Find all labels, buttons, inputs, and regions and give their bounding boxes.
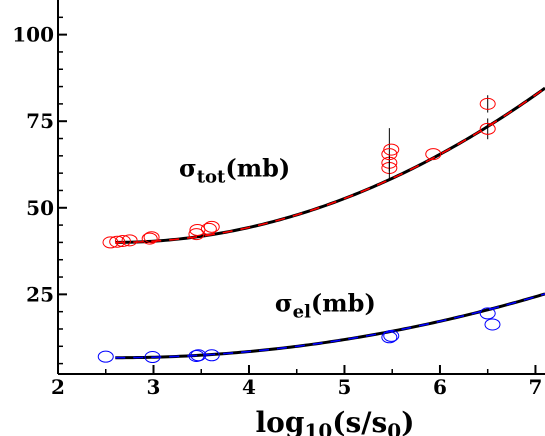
y-tick-label: 75 [26, 109, 54, 133]
data-point [479, 307, 496, 320]
data-point [188, 228, 205, 241]
data-point [381, 331, 398, 344]
y-tick-label: 50 [26, 196, 54, 220]
data-point [190, 349, 207, 362]
x-tick-label: 6 [433, 375, 447, 399]
data-point [383, 143, 400, 156]
sigma-el-label: σel(mb) [275, 289, 376, 323]
x-axis-title: log10(s/s0) [256, 406, 415, 436]
x-tick-label: 3 [147, 375, 161, 399]
data-point [144, 351, 161, 364]
data-point [121, 234, 138, 247]
data-point [97, 350, 114, 363]
data-points [97, 95, 501, 364]
sigma-tot-label: σtot(mb) [179, 154, 290, 188]
x-tick-label: 2 [51, 375, 65, 399]
x-tick-label: 7 [528, 375, 542, 399]
data-point [203, 349, 220, 362]
data-point [109, 235, 126, 248]
fit-curve-dashed [115, 293, 545, 359]
data-point [203, 220, 220, 233]
y-tick-label: 100 [12, 23, 54, 47]
data-point [479, 97, 496, 110]
data-point [143, 231, 160, 244]
data-point [484, 318, 501, 331]
data-point [425, 148, 442, 161]
fit-curve-dashed [115, 87, 545, 244]
data-point [114, 235, 131, 248]
data-point [102, 236, 119, 249]
annotations: σtot(mb) σel(mb) [179, 154, 376, 323]
data-point [381, 148, 398, 161]
x-tick-label: 5 [338, 375, 352, 399]
y-axis: 25 50 75 100 [12, 16, 67, 365]
data-point [479, 122, 496, 135]
x-tick-label: 4 [242, 375, 256, 399]
y-tick-label: 25 [26, 282, 54, 306]
x-axis: 2 3 4 5 6 7 [51, 365, 542, 399]
fit-curves [115, 86, 545, 360]
data-point [383, 329, 400, 342]
data-point [200, 222, 217, 235]
data-point [141, 232, 158, 245]
